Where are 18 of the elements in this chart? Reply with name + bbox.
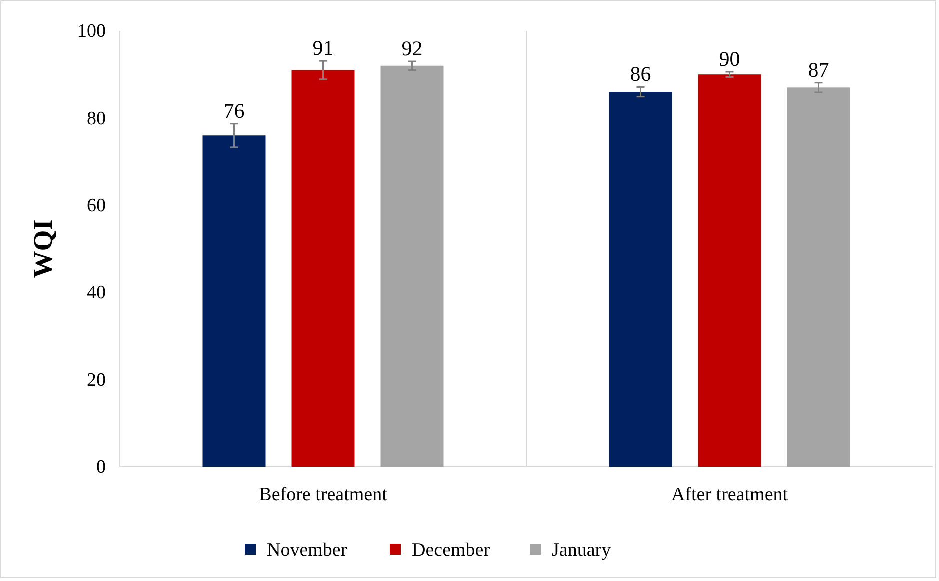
y-tick-label: 40 [87, 282, 106, 304]
y-axis-title: WQI [28, 220, 58, 278]
legend-label: January [552, 540, 612, 561]
data-label: 91 [312, 36, 334, 60]
y-tick-label: 20 [87, 370, 106, 391]
legend-label: December [412, 540, 491, 561]
data-label: 87 [808, 58, 830, 82]
data-label: 92 [402, 36, 423, 61]
data-label: 90 [719, 46, 740, 71]
x-tick-label: Before treatment [259, 484, 388, 506]
x-tick-label: After treatment [671, 484, 789, 506]
data-label: 86 [630, 62, 652, 86]
y-tick-label: 60 [87, 195, 106, 216]
legend-label: November [267, 540, 348, 561]
y-tick-label: 100 [78, 21, 106, 42]
y-tick-label: 0 [96, 457, 106, 478]
y-tick-label: 80 [87, 108, 106, 130]
data-label: 76 [224, 98, 245, 123]
